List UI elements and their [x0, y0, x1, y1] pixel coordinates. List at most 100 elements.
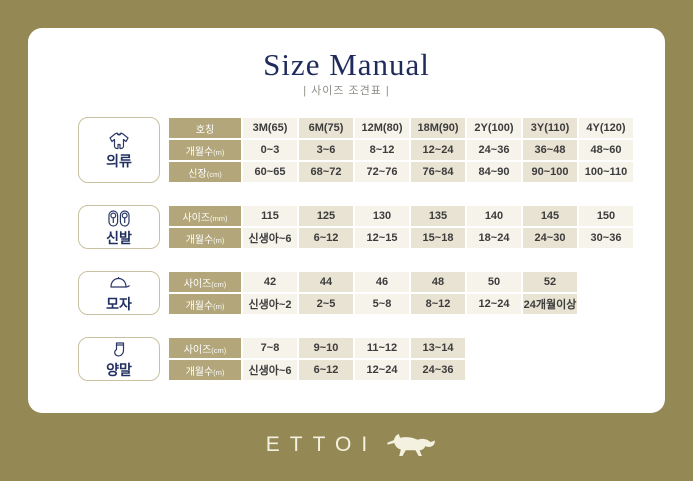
onesie-icon: [106, 131, 132, 153]
size-cell: 50: [467, 272, 521, 292]
row-header: 사이즈(mm): [169, 206, 241, 226]
table-row: 개월수(m) 신생아~6 6~12 12~15 15~18 18~24 24~30 30~36: [169, 228, 633, 248]
size-cell: 6~12: [299, 360, 353, 380]
size-cell: 48~60: [579, 140, 633, 160]
row-header: 호칭: [169, 118, 241, 138]
size-cell: 72~76: [355, 162, 409, 182]
size-cell: 13~14: [411, 338, 465, 358]
table-row: 사이즈(cm) 7~8 9~10 11~12 13~14: [169, 338, 465, 358]
size-cell: 145: [523, 206, 577, 226]
category-label: 모자: [106, 296, 132, 312]
table-row: 사이즈(mm) 115 125 130 135 140 145 150: [169, 206, 633, 226]
row-header-unit: (cm): [211, 279, 227, 289]
row-header-label: 사이즈: [183, 278, 212, 290]
size-cell: 8~12: [411, 294, 465, 314]
category-label: 의류: [106, 153, 132, 169]
size-cell: 42: [243, 272, 297, 292]
row-header: 개월수(m): [169, 294, 241, 314]
brand-logo: ETTOI: [0, 430, 693, 460]
size-cell: 신생아~2: [243, 294, 297, 314]
size-cell: 0~3: [243, 140, 297, 160]
size-cell: 24~30: [523, 228, 577, 248]
size-cell: 2Y(100): [467, 118, 521, 138]
row-header-unit: (m): [213, 367, 225, 377]
size-cell: 52: [523, 272, 577, 292]
size-cell: 7~8: [243, 338, 297, 358]
size-cell: 24~36: [411, 360, 465, 380]
size-cell: 12~24: [355, 360, 409, 380]
size-cell: 36~48: [523, 140, 577, 160]
row-header-unit: (m): [213, 235, 225, 245]
size-table-group: 신발 사이즈(mm) 115 125 130 135 140 145 150 개월수(m) 신생아~…: [78, 204, 665, 250]
category-label-box: 모자: [78, 271, 160, 315]
size-table-group: 의류 호칭 3M(65) 6M(75) 12M(80) 18M(90) 2Y(100) 3Y(…: [78, 116, 665, 184]
size-cell: 130: [355, 206, 409, 226]
row-header-label: 사이즈: [183, 344, 212, 356]
table-row: 호칭 3M(65) 6M(75) 12M(80) 18M(90) 2Y(100) 3Y(11…: [169, 118, 633, 138]
row-header-label: 신장: [188, 168, 207, 180]
size-cell: 6~12: [299, 228, 353, 248]
size-cell: 신생아~6: [243, 360, 297, 380]
row-header: 개월수(m): [169, 140, 241, 160]
row-header-unit: (m): [213, 147, 225, 157]
table-row: 개월수(m) 신생아~6 6~12 12~24 24~36: [169, 360, 465, 380]
brand-name: ETTOI: [265, 433, 378, 456]
size-cell: 125: [299, 206, 353, 226]
table-row: 개월수(m) 신생아~2 2~5 5~8 8~12 12~24 24개월이상: [169, 294, 577, 314]
size-table: 호칭 3M(65) 6M(75) 12M(80) 18M(90) 2Y(100) 3Y(11…: [167, 116, 635, 184]
category-label-box: 신발: [78, 205, 160, 249]
socks-icon: [107, 340, 131, 362]
category-label: 양말: [106, 362, 132, 378]
table-row: 사이즈(cm) 42 44 46 48 50 52: [169, 272, 577, 292]
size-table: 사이즈(cm) 42 44 46 48 50 52 개월수(m) 신생아~2 2~5 5~8 8~12…: [167, 270, 579, 316]
size-cell: 44: [299, 272, 353, 292]
size-table: 사이즈(cm) 7~8 9~10 11~12 13~14 개월수(m) 신생아~6 6~12 1…: [167, 336, 467, 382]
size-cell: 3Y(110): [523, 118, 577, 138]
size-cell: 2~5: [299, 294, 353, 314]
size-cell: 100~110: [579, 162, 633, 182]
row-header: 개월수(m): [169, 228, 241, 248]
size-cell: 135: [411, 206, 465, 226]
size-manual-card: Size Manual | 사이즈 조견표 | 의류 호칭 3M(65) 6M(75)…: [28, 28, 665, 413]
page-title: Size Manual: [263, 47, 430, 82]
size-cell: 12~24: [411, 140, 465, 160]
cap-icon: [106, 274, 132, 296]
size-cell: 150: [579, 206, 633, 226]
row-header: 사이즈(cm): [169, 272, 241, 292]
size-cell: 24~36: [467, 140, 521, 160]
size-cell: 12M(80): [355, 118, 409, 138]
row-header-unit: (cm): [206, 169, 222, 179]
size-cell: 6M(75): [299, 118, 353, 138]
row-header: 사이즈(cm): [169, 338, 241, 358]
size-cell: 60~65: [243, 162, 297, 182]
size-cell: 8~12: [355, 140, 409, 160]
size-cell: 48: [411, 272, 465, 292]
size-table: 사이즈(mm) 115 125 130 135 140 145 150 개월수(m) 신생아~6 6…: [167, 204, 635, 250]
size-cell: 115: [243, 206, 297, 226]
row-header-label: 사이즈: [182, 212, 211, 224]
size-cell: 24개월이상: [523, 294, 577, 314]
row-header: 개월수(m): [169, 360, 241, 380]
row-header-label: 개월수: [185, 234, 214, 246]
size-cell: 140: [467, 206, 521, 226]
size-cell: 신생아~6: [243, 228, 297, 248]
size-cell: 30~36: [579, 228, 633, 248]
shoes-icon: [106, 208, 132, 230]
row-header-unit: (mm): [210, 213, 228, 223]
size-cell: 15~18: [411, 228, 465, 248]
size-cell: 90~100: [523, 162, 577, 182]
row-header-unit: (m): [213, 301, 225, 311]
size-cell: 18~24: [467, 228, 521, 248]
category-label: 신발: [106, 230, 132, 246]
row-header: 신장(cm): [169, 162, 241, 182]
size-table-group: 양말 사이즈(cm) 7~8 9~10 11~12 13~14 개월수(m) 신생아~6 6~1…: [78, 336, 665, 382]
table-row: 개월수(m) 0~3 3~6 8~12 12~24 24~36 36~48 48~60: [169, 140, 633, 160]
table-row: 신장(cm) 60~65 68~72 72~76 76~84 84~90 90~100 100…: [169, 162, 633, 182]
size-cell: 3~6: [299, 140, 353, 160]
size-cell: 4Y(120): [579, 118, 633, 138]
size-cell: 76~84: [411, 162, 465, 182]
row-header-unit: (cm): [211, 345, 227, 355]
size-cell: 9~10: [299, 338, 353, 358]
size-cell: 3M(65): [243, 118, 297, 138]
category-label-box: 의류: [78, 117, 160, 183]
